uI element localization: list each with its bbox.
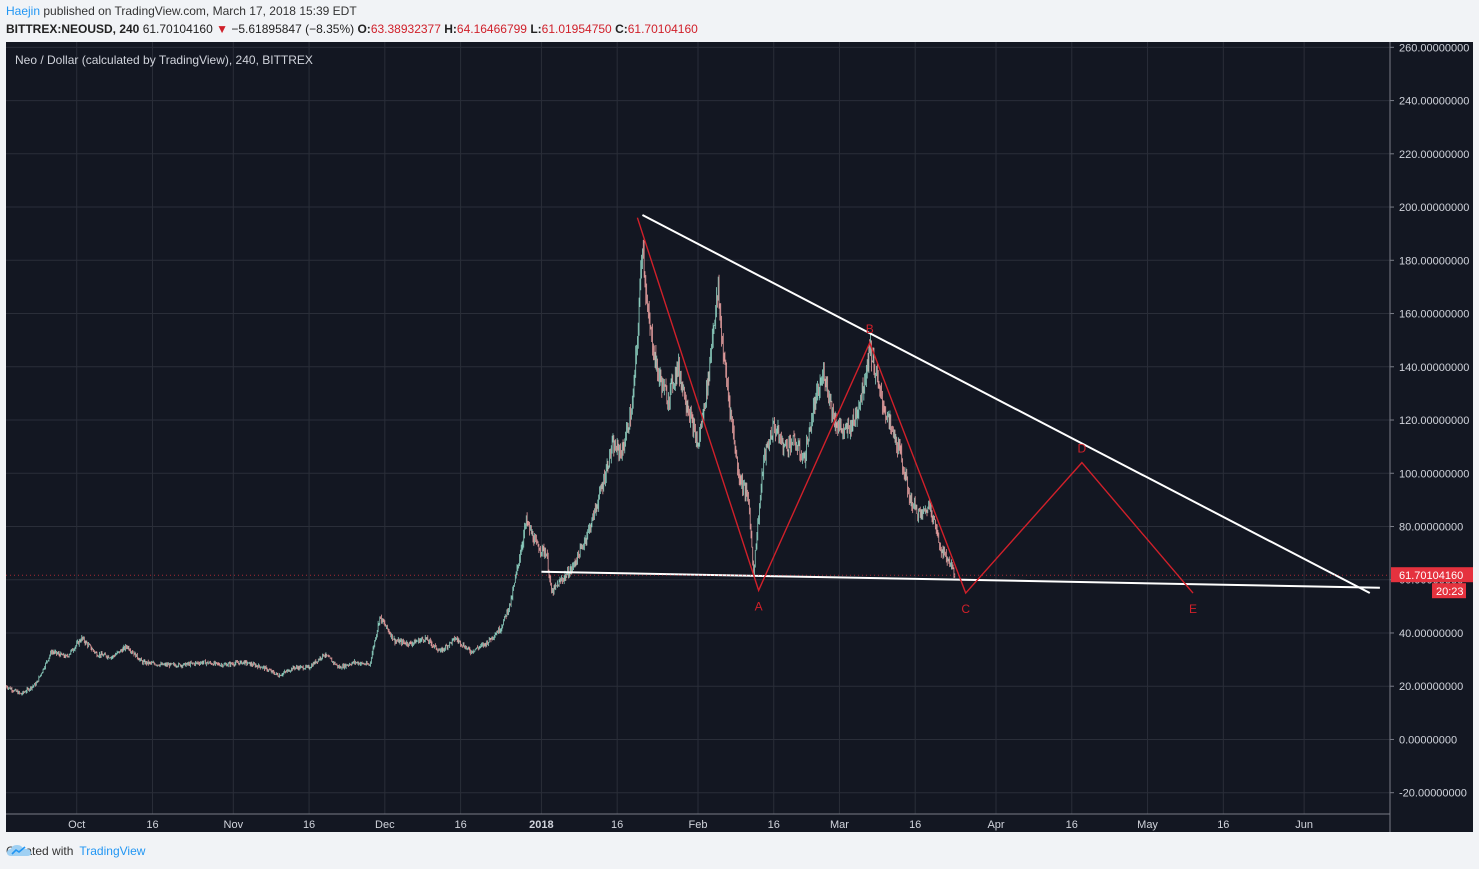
x-tick-label: 2018 (529, 819, 553, 831)
countdown-label: 20:23 (1436, 586, 1464, 598)
y-tick-label: 200.00000000 (1399, 202, 1469, 214)
y-tick-label: 180.00000000 (1399, 255, 1469, 267)
symbol-label: BITTREX:NEOUSD, 240 (6, 22, 140, 36)
price-change: −5.61895847 (−8.35%) (231, 22, 355, 36)
x-tick-label: 16 (303, 819, 315, 831)
wave-label-c: C (961, 602, 970, 616)
wave-label-d: D (1078, 442, 1087, 456)
x-tick-label: May (1137, 819, 1158, 831)
wave-label-e: E (1189, 602, 1197, 616)
x-tick-label: 16 (1217, 819, 1229, 831)
x-tick-label: 16 (909, 819, 921, 831)
tradingview-cloud-icon (7, 845, 31, 856)
x-tick-label: 16 (454, 819, 466, 831)
chart-area[interactable]: 260.00000000 240.00000000 220.00000000 200.… (6, 42, 1473, 832)
footer: Created with TradingView (6, 844, 145, 858)
y-tick-label: 80.00000000 (1399, 521, 1463, 533)
y-tick-label: 0.00000000 (1399, 734, 1457, 746)
down-arrow-icon: ▼ (216, 22, 229, 36)
low-label: L: (530, 22, 542, 36)
close-label: C: (615, 22, 628, 36)
y-tick-label: 20.00000000 (1399, 681, 1463, 693)
y-tick-label: 140.00000000 (1399, 362, 1469, 374)
x-tick-label: Jun (1295, 819, 1313, 831)
low-value: 61.01954750 (541, 22, 612, 36)
candles (6, 238, 956, 696)
countdown-badge (1432, 583, 1466, 599)
last-price: 61.70104160 (142, 22, 213, 36)
trendline-upper (641, 214, 1371, 594)
publish-info: Haejin published on TradingView.com, Mar… (6, 4, 357, 18)
price-chart[interactable]: 260.00000000 240.00000000 220.00000000 200.… (6, 42, 1473, 832)
x-tick-label: 16 (768, 819, 780, 831)
y-tick-label: 100.00000000 (1399, 468, 1469, 480)
chart-background (6, 42, 1473, 832)
y-tick-label: 160.00000000 (1399, 309, 1469, 321)
open-label: O: (357, 22, 371, 36)
x-tick-label: Mar (830, 819, 849, 831)
high-label: H: (444, 22, 457, 36)
last-price-label: 61.70104160 (1399, 570, 1463, 582)
x-tick-label: Oct (68, 819, 85, 831)
wave-label-a: A (755, 599, 763, 613)
y-tick-label: 240.00000000 (1399, 96, 1469, 108)
wave-label-b: B (866, 322, 874, 336)
high-value: 64.16466799 (456, 22, 527, 36)
x-tick-label: Dec (375, 819, 395, 831)
x-tick-label: Nov (224, 819, 244, 831)
x-tick-label: 16 (1066, 819, 1078, 831)
chart-title: Neo / Dollar (calculated by TradingView)… (15, 53, 313, 67)
symbol-ohlc-line: BITTREX:NEOUSD, 240 61.70104160 ▼ −5.618… (6, 22, 698, 36)
wave-path (636, 217, 1194, 595)
y-tick-label: 220.00000000 (1399, 149, 1469, 161)
tradingview-link[interactable]: TradingView (79, 844, 146, 858)
x-tick-label: 16 (146, 819, 158, 831)
open-value: 63.38932377 (370, 22, 441, 36)
close-value: 61.70104160 (627, 22, 698, 36)
author-link[interactable]: Haejin (6, 4, 41, 18)
x-tick-label: 16 (611, 819, 623, 831)
y-tick-label: -20.00000000 (1399, 788, 1467, 800)
published-text: published on TradingView.com, March 17, … (43, 4, 357, 18)
x-tick-label: Apr (987, 819, 1004, 831)
last-price-badge (1391, 567, 1473, 583)
y-tick-label: 120.00000000 (1399, 415, 1469, 427)
x-tick-label: Feb (689, 819, 708, 831)
y-tick-label: 40.00000000 (1399, 628, 1463, 640)
y-tick-label: 260.00000000 (1399, 42, 1469, 54)
